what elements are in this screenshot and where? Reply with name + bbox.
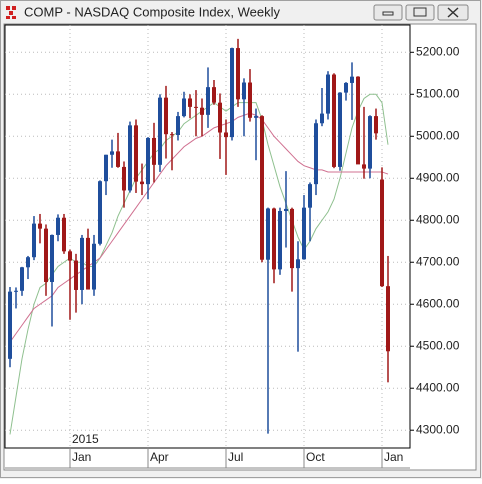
candle-body [284, 208, 288, 212]
y-tick-label: 4600.00 [416, 296, 460, 310]
app-icon [6, 6, 16, 19]
candle-body [362, 164, 366, 169]
x-tick-label: Oct [306, 450, 325, 464]
candle-body [200, 107, 204, 115]
candle-body [260, 116, 264, 260]
y-tick-label: 4900.00 [416, 170, 460, 184]
close-button[interactable] [437, 4, 469, 21]
candle-body [74, 260, 78, 290]
candle-body [278, 211, 282, 270]
window-title: COMP - NASDAQ Composite Index, Weekly [24, 4, 280, 19]
maximize-button[interactable] [405, 4, 435, 21]
candle-body [56, 217, 60, 235]
candle-body [140, 181, 144, 185]
x-tick-label: Jan [384, 450, 403, 464]
candle-body [110, 151, 114, 155]
candle-body [116, 151, 120, 167]
candle-body [374, 116, 378, 134]
candle-body [14, 290, 18, 292]
candle-body [296, 259, 300, 269]
y-tick-label: 4700.00 [416, 254, 460, 268]
candle-body [182, 98, 186, 117]
candle-body [38, 223, 42, 229]
candle-body [86, 237, 90, 290]
candle-body [158, 97, 162, 165]
y-tick-label: 4400.00 [416, 380, 460, 394]
candle-body [152, 137, 156, 165]
candle-body [248, 82, 252, 118]
candle-body [44, 228, 48, 282]
x-tick-label: Jan [72, 450, 91, 464]
minimize-button[interactable] [373, 4, 403, 21]
y-tick-label: 5000.00 [416, 128, 460, 142]
candle-body [80, 237, 84, 290]
candle-body [170, 134, 174, 136]
moving-average-line [9, 112, 389, 343]
candle-body [50, 234, 54, 282]
candle-body [386, 286, 390, 352]
candle-body [332, 74, 336, 167]
candle-body [314, 123, 318, 185]
candle-body [212, 87, 216, 103]
candle-body [26, 257, 30, 268]
candle-body [308, 184, 312, 208]
candle-body [146, 137, 150, 185]
year-label: 2015 [72, 432, 99, 446]
candle-body [224, 132, 228, 138]
candle-body [266, 208, 270, 260]
candle-body [242, 82, 246, 100]
candle-body [272, 208, 276, 270]
candle-body [68, 251, 72, 261]
candle-body [344, 82, 348, 93]
candle-body [236, 48, 240, 100]
candle-body [326, 74, 330, 114]
candle-body [8, 291, 12, 359]
candle-body [338, 92, 342, 167]
candle-body [320, 113, 324, 124]
candle-body [20, 267, 24, 291]
candle-body [350, 76, 354, 83]
y-tick-label: 5200.00 [416, 44, 460, 58]
candle-body [356, 76, 360, 165]
y-tick-label: 5100.00 [416, 86, 460, 100]
candle-body [104, 154, 108, 182]
candle-body [62, 217, 66, 252]
candle-body [254, 116, 258, 118]
candle-body [176, 116, 180, 136]
candle-body [128, 125, 132, 191]
x-tick-label: Jul [228, 450, 243, 464]
candle-body [188, 98, 192, 107]
candle-body [302, 207, 306, 260]
candle-body [134, 125, 138, 182]
candle-body [98, 181, 102, 244]
candle-body [32, 223, 36, 258]
y-tick-label: 4800.00 [416, 212, 460, 226]
x-tick-label: Apr [150, 450, 169, 464]
candle-body [122, 166, 126, 191]
candle-body [368, 116, 372, 169]
candle-body [164, 97, 168, 135]
candle-body [290, 208, 294, 269]
candle-body [218, 102, 222, 133]
candle-body [380, 179, 384, 287]
y-tick-label: 4300.00 [416, 422, 460, 436]
candle-body [206, 87, 210, 115]
candle-body [92, 243, 96, 290]
moving-average-line [9, 93, 389, 435]
candle-body [230, 48, 234, 138]
y-tick-label: 4500.00 [416, 338, 460, 352]
candle-body [194, 106, 198, 108]
